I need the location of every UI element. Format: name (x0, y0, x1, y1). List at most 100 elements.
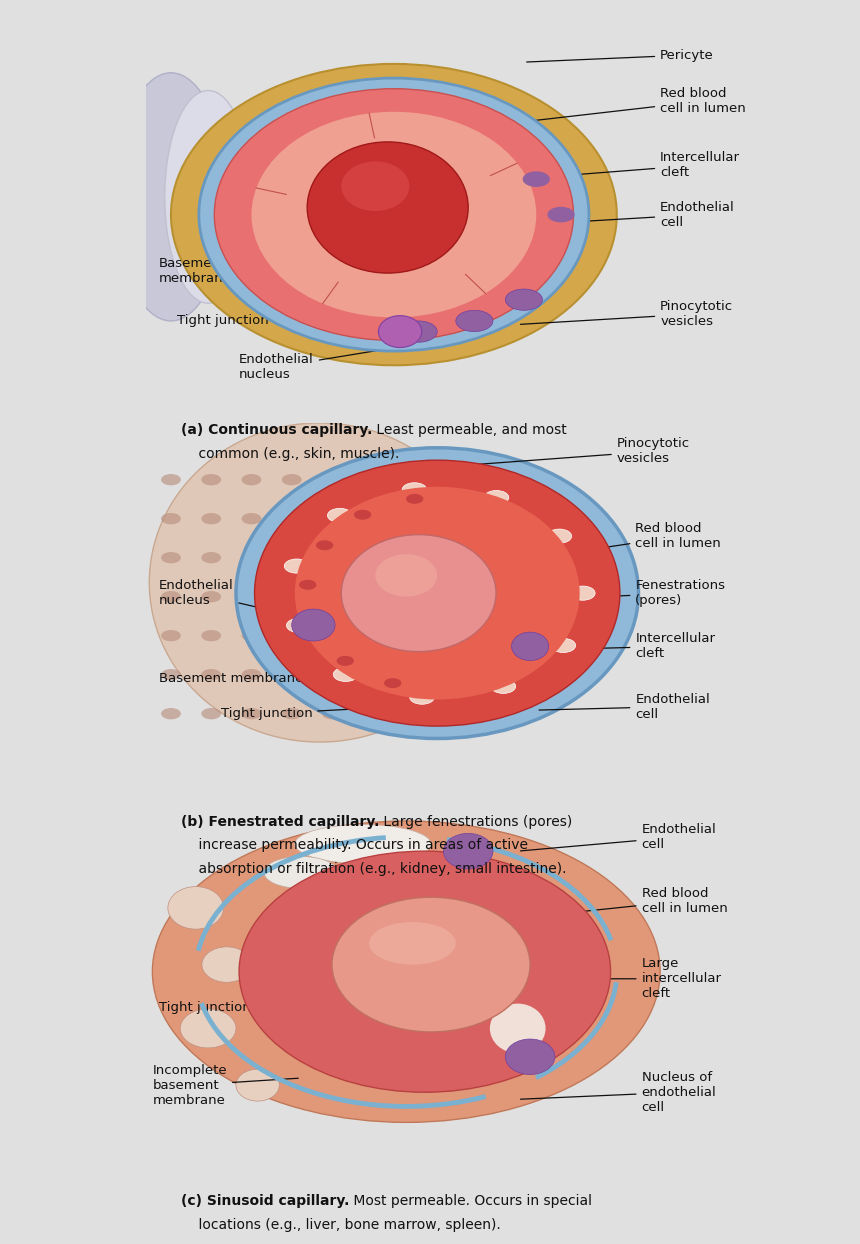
Circle shape (547, 529, 572, 544)
Text: Endothelial
cell: Endothelial cell (520, 824, 716, 851)
Ellipse shape (115, 72, 227, 321)
Circle shape (161, 552, 181, 564)
Circle shape (201, 552, 221, 564)
Circle shape (161, 669, 181, 680)
Circle shape (400, 321, 437, 342)
Circle shape (201, 513, 221, 525)
Ellipse shape (165, 91, 251, 304)
Text: Intercellular
cleft: Intercellular cleft (539, 632, 716, 661)
Text: Tight junction: Tight junction (158, 1000, 329, 1014)
Circle shape (322, 552, 342, 564)
Circle shape (282, 591, 302, 602)
Ellipse shape (255, 460, 620, 726)
Ellipse shape (506, 1039, 555, 1075)
Ellipse shape (341, 162, 409, 211)
Circle shape (384, 678, 402, 688)
Text: Pinocytotic
vesicles: Pinocytotic vesicles (520, 300, 734, 328)
Circle shape (306, 621, 323, 631)
Ellipse shape (264, 856, 338, 888)
Text: Red blood
cell in lumen: Red blood cell in lumen (520, 87, 746, 122)
Circle shape (322, 513, 342, 525)
Ellipse shape (332, 897, 530, 1033)
Text: Red blood
cell in lumen: Red blood cell in lumen (539, 522, 722, 557)
Circle shape (316, 540, 334, 550)
Circle shape (299, 580, 316, 590)
Circle shape (402, 483, 427, 496)
Ellipse shape (150, 423, 490, 741)
Text: common (e.g., skin, muscle).: common (e.g., skin, muscle). (181, 447, 399, 460)
Circle shape (491, 679, 516, 693)
Circle shape (201, 629, 221, 642)
Circle shape (362, 591, 382, 602)
Text: Incomplete
basement
membrane: Incomplete basement membrane (152, 1064, 298, 1107)
Ellipse shape (295, 825, 431, 863)
Ellipse shape (378, 316, 421, 347)
Ellipse shape (295, 486, 580, 699)
Circle shape (336, 656, 354, 666)
Ellipse shape (214, 88, 574, 341)
Circle shape (362, 474, 382, 485)
Circle shape (282, 552, 302, 564)
Ellipse shape (199, 78, 589, 351)
Circle shape (551, 638, 575, 653)
Circle shape (201, 474, 221, 485)
Text: Endothelial
cell: Endothelial cell (539, 693, 710, 720)
Circle shape (161, 474, 181, 485)
Circle shape (242, 591, 261, 602)
Text: Nucleus of
endothelial
cell: Nucleus of endothelial cell (520, 1071, 716, 1113)
Circle shape (362, 629, 382, 642)
Circle shape (334, 667, 358, 682)
Circle shape (548, 207, 574, 223)
Ellipse shape (307, 142, 468, 274)
Ellipse shape (369, 922, 456, 964)
Circle shape (362, 513, 382, 525)
Circle shape (282, 629, 302, 642)
Text: Tight junction: Tight junction (220, 707, 397, 720)
Circle shape (242, 513, 261, 525)
Circle shape (506, 289, 543, 310)
Ellipse shape (236, 448, 638, 739)
Circle shape (523, 172, 550, 187)
Ellipse shape (292, 610, 335, 641)
Circle shape (328, 509, 353, 522)
Circle shape (362, 669, 382, 680)
Text: Large
intercellular
cleft: Large intercellular cleft (551, 958, 722, 1000)
Text: Least permeable, and most: Least permeable, and most (372, 423, 567, 437)
Text: Pinocytotic
vesicles: Pinocytotic vesicles (464, 438, 690, 465)
Circle shape (286, 618, 311, 632)
Circle shape (322, 591, 342, 602)
Circle shape (282, 669, 302, 680)
Circle shape (285, 559, 309, 573)
Ellipse shape (202, 947, 251, 983)
Circle shape (242, 629, 261, 642)
Circle shape (242, 474, 261, 485)
Ellipse shape (239, 851, 611, 1092)
Circle shape (161, 629, 181, 642)
Circle shape (242, 552, 261, 564)
Circle shape (322, 708, 342, 719)
Circle shape (409, 690, 434, 704)
Ellipse shape (171, 63, 617, 366)
Text: Most permeable. Occurs in special: Most permeable. Occurs in special (349, 1194, 592, 1208)
Text: Tight junction: Tight junction (177, 315, 372, 327)
Text: (c) Sinusoid capillary.: (c) Sinusoid capillary. (181, 1194, 349, 1208)
Circle shape (201, 708, 221, 719)
Circle shape (282, 513, 302, 525)
Circle shape (322, 474, 342, 485)
Circle shape (406, 494, 423, 504)
Text: increase permeability. Occurs in areas of active: increase permeability. Occurs in areas o… (181, 838, 527, 852)
Text: Basement
membrane: Basement membrane (158, 258, 298, 285)
Text: Pericyte: Pericyte (526, 49, 714, 62)
Circle shape (362, 708, 382, 719)
Text: absorption or filtration (e.g., kidney, small intestine).: absorption or filtration (e.g., kidney, … (181, 862, 566, 876)
Circle shape (242, 669, 261, 680)
Text: Endothelial
nucleus: Endothelial nucleus (239, 346, 403, 381)
Circle shape (242, 708, 261, 719)
Circle shape (354, 510, 372, 520)
Circle shape (570, 586, 595, 601)
Circle shape (322, 669, 342, 680)
Text: (a) Continuous capillary.: (a) Continuous capillary. (181, 423, 372, 437)
Circle shape (201, 591, 221, 602)
Text: Red blood
cell in lumen: Red blood cell in lumen (551, 887, 728, 914)
Ellipse shape (236, 1069, 280, 1101)
